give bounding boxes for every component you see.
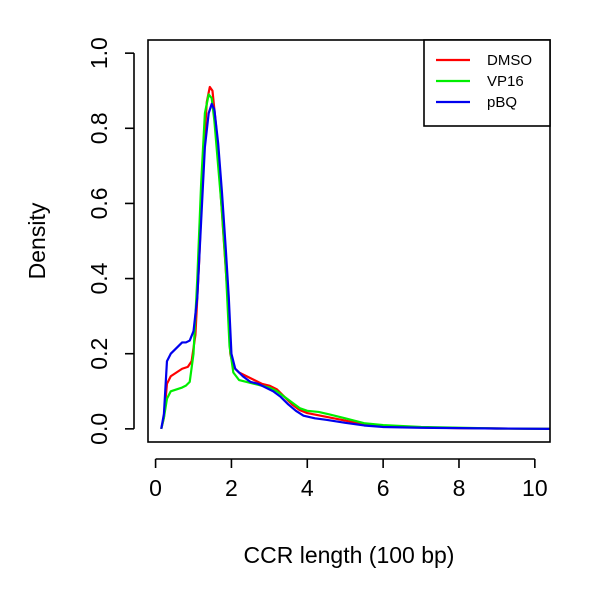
plot-frame	[147, 39, 551, 443]
legend-label-pbq: pBQ	[487, 94, 517, 111]
y-tick-label: 1.0	[86, 37, 112, 69]
y-tick-label: 0.0	[86, 413, 112, 445]
y-tick-label: 0.2	[86, 338, 112, 370]
x-tick-label: 8	[453, 475, 466, 501]
legend: DMSO VP16 pBQ	[423, 39, 551, 127]
x-axis-label: CCR length (100 bp)	[244, 542, 455, 568]
x-tick-label: 0	[149, 475, 162, 501]
x-tick-label: 2	[225, 475, 238, 501]
x-tick-label: 6	[377, 475, 390, 501]
x-tick-label: 10	[522, 475, 548, 501]
y-tick-label: 0.4	[86, 262, 112, 294]
x-tick-label: 4	[301, 475, 314, 501]
legend-label-vp16: VP16	[487, 73, 524, 90]
legend-box	[423, 39, 551, 127]
series-layer	[160, 85, 550, 430]
y-tick-label: 0.6	[86, 187, 112, 219]
series-line-vp16	[160, 93, 550, 430]
y-tick-label: 0.8	[86, 112, 112, 144]
legend-label-dmso: DMSO	[487, 52, 532, 69]
series-line-pbq	[160, 102, 550, 430]
axis-layer: 0 2 4 6 8 10 0.0 0.2 0.4 0.6 0.8 1.0	[86, 37, 548, 501]
y-axis-label: Density	[24, 202, 50, 279]
